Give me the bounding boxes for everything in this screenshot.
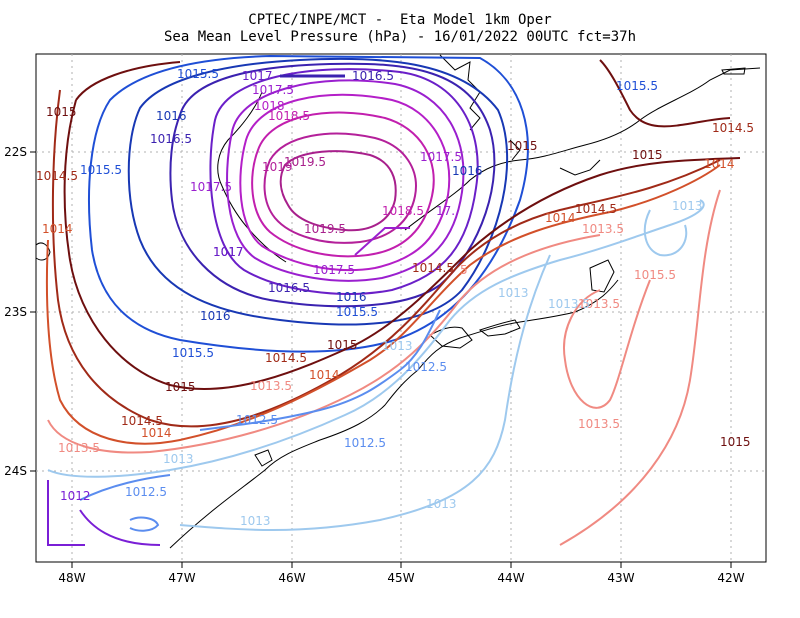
contour-label: 1013.5 — [548, 297, 590, 311]
contour-label: 1012 — [60, 489, 91, 503]
isobar-1019 — [263, 132, 417, 244]
contour-label: 1019.5 — [284, 155, 326, 169]
isobar-1016 — [127, 57, 509, 326]
contour-label: 1015 — [720, 435, 751, 449]
contour-label: 1013 — [240, 514, 271, 528]
x-tick-48W: 48W — [58, 571, 85, 585]
contour-label: 1017 — [213, 245, 244, 259]
contour-label: 1016 — [200, 309, 231, 323]
contour-label: 1015.5 — [634, 268, 676, 282]
contour-label: 1014.5 — [575, 202, 617, 216]
contour-label: 1019.5 — [304, 222, 346, 236]
contour-label: 1017 — [213, 245, 244, 259]
map-subtitle: Sea Mean Level Pressure (hPa) - 16/01/20… — [163, 29, 636, 45]
contour-label: 1015 — [46, 105, 77, 119]
contour-label: 1013 — [382, 339, 413, 353]
contour-label: 1015.5 — [172, 346, 214, 360]
contour-label: 1018.5 — [268, 109, 310, 123]
y-tick-23S: 23S — [4, 305, 27, 319]
contour-label: 1015.5 — [336, 305, 378, 319]
isobar-1018.5 — [251, 111, 435, 258]
contour-label: 1018 — [254, 99, 285, 113]
contour-label: 1014 — [545, 211, 576, 225]
contour-label: 1019 — [262, 160, 293, 174]
y-tick-22S: 22S — [4, 145, 27, 159]
isobar-1017 — [209, 68, 479, 295]
contour-label: 1017.5 — [190, 180, 232, 194]
contour-label: 1015 — [507, 139, 538, 153]
contour-label: 1014 — [309, 368, 340, 382]
contour-label: 1016.5 — [268, 281, 310, 295]
isobar-1019.5 — [279, 150, 397, 232]
contour-label: 1012.5 — [125, 485, 167, 499]
contour-label: 1016 — [336, 290, 367, 304]
contour-label: 1013.5 — [250, 379, 292, 393]
contour-label: 5 — [460, 263, 468, 277]
contour-label: 1013.5 — [58, 441, 100, 455]
isobar-1018 — [239, 93, 451, 272]
contour-label: 1014.5 — [36, 169, 78, 183]
map-title: CPTEC/INPE/MCT - Eta Model 1km Oper — [248, 12, 552, 28]
contour-label: 1017.5 — [252, 83, 294, 97]
contour-label: 1014 — [704, 157, 735, 171]
y-tick-24S: 24S — [4, 464, 27, 478]
x-tick-45W: 45W — [387, 571, 414, 585]
contour-label: 1014 — [141, 426, 172, 440]
contour-label: 1015.5 — [616, 79, 658, 93]
x-tick-46W: 46W — [278, 571, 305, 585]
contour-label: 1013.5 — [582, 222, 624, 236]
isobar-1014.5 — [51, 89, 721, 428]
contour-label: 1012.5 — [236, 413, 278, 427]
isobar-1013.5 — [47, 189, 721, 546]
isobar-1014 — [45, 164, 721, 445]
contour-label: 1016.5 — [150, 132, 192, 146]
contour-label: 1015.5 — [80, 163, 122, 177]
contour-labels: 1015.5 1017 1016.5 1015 1017.5 1016 1018… — [36, 67, 754, 528]
contour-label: 1015 — [165, 380, 196, 394]
contour-label: 1014.5 — [121, 414, 163, 428]
x-tick-42W: 42W — [717, 571, 744, 585]
contour-label: 1013 — [498, 286, 529, 300]
x-tick-labels: 48W 47W 46W 45W 44W 43W 42W — [58, 571, 744, 585]
contour-label: 1015 — [327, 338, 358, 352]
x-tick-47W: 47W — [168, 571, 195, 585]
x-tick-43W: 43W — [607, 571, 634, 585]
contour-label: 1016 — [452, 164, 483, 178]
contour-label: 1017.5 — [420, 150, 462, 164]
contour-label: 1012.5 — [344, 436, 386, 450]
isobar-1017.5 — [226, 79, 465, 282]
contour-label: 1014 — [42, 222, 73, 236]
x-tick-44W: 44W — [497, 571, 524, 585]
isobar-1015 — [63, 59, 741, 390]
isobar-1015.5 — [88, 54, 529, 353]
contour-label: 1013.5 — [578, 297, 620, 311]
contour-label: 1014.5 — [712, 121, 754, 135]
y-tick-labels: 22S 23S 24S — [4, 145, 27, 478]
contour-label: 1015.5 — [177, 67, 219, 81]
contour-label: 1013.5 — [578, 417, 620, 431]
contour-label: 1013 — [426, 497, 457, 511]
contour-label: 17. — [436, 204, 455, 218]
contour-label: 1014.5 — [412, 261, 454, 275]
contour-label: 1016.5 — [352, 69, 394, 83]
contour-label: 1017.5 — [313, 263, 355, 277]
contour-label: 1012.5 — [405, 360, 447, 374]
contour-label: 1016 — [156, 109, 187, 123]
isobars — [45, 54, 741, 546]
contour-label: 1018.5 — [382, 204, 424, 218]
isobar-1012 — [47, 480, 161, 546]
contour-label: 1015 — [632, 148, 663, 162]
axis-ticks — [30, 151, 732, 568]
isobar-1017.5-inner — [354, 227, 410, 256]
contour-label: 1013 — [163, 452, 194, 466]
isobar-1013 — [47, 199, 705, 531]
contour-label: 1014.5 — [265, 351, 307, 365]
isobar-1012.5 — [79, 309, 441, 532]
contour-label: 1013 — [672, 199, 703, 213]
contour-label: 1017 — [242, 69, 273, 83]
